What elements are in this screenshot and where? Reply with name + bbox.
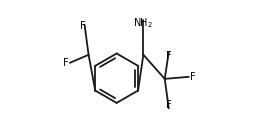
Text: F: F (63, 58, 68, 68)
Text: F: F (166, 100, 172, 110)
Text: F: F (80, 21, 86, 31)
Text: NH$_2$: NH$_2$ (133, 16, 153, 30)
Text: F: F (166, 51, 172, 61)
Text: F: F (190, 72, 196, 82)
